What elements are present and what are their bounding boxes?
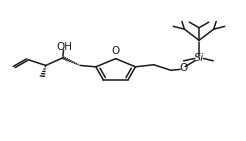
Text: O: O [111, 46, 120, 56]
Text: Si: Si [194, 53, 204, 63]
Text: O: O [179, 63, 187, 73]
Text: OH: OH [57, 42, 73, 52]
